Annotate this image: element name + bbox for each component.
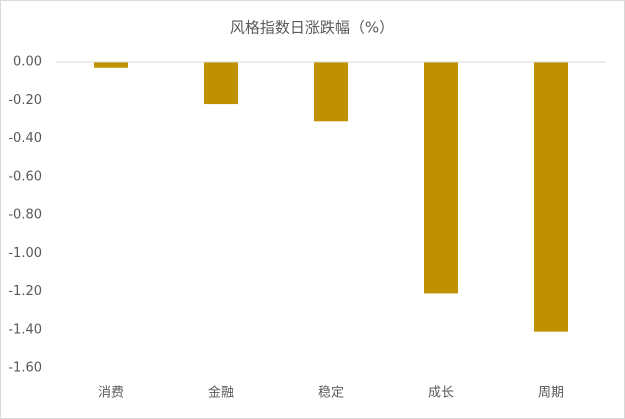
y-tick-label: -0.80 <box>8 208 42 223</box>
y-tick-label: -0.20 <box>8 93 42 108</box>
y-tick-label: -1.60 <box>8 361 42 376</box>
y-tick-label: -1.40 <box>8 322 42 337</box>
bar <box>94 62 128 68</box>
x-tick-label: 消费 <box>98 386 124 401</box>
y-tick-label: -0.40 <box>8 131 42 146</box>
bar <box>314 62 348 122</box>
bar <box>534 62 568 332</box>
bar <box>204 62 238 105</box>
chart-title: 风格指数日涨跌幅（%） <box>230 19 394 37</box>
x-tick-label: 金融 <box>208 385 234 401</box>
y-tick-label: 0.00 <box>13 55 42 70</box>
x-tick-label: 成长 <box>428 386 454 401</box>
bar <box>424 62 458 294</box>
y-tick-label: -1.20 <box>8 284 42 299</box>
y-tick-label: -1.00 <box>8 246 42 261</box>
y-tick-label: -0.60 <box>8 169 42 184</box>
x-tick-label: 周期 <box>538 386 564 401</box>
x-tick-label: 稳定 <box>318 385 344 401</box>
